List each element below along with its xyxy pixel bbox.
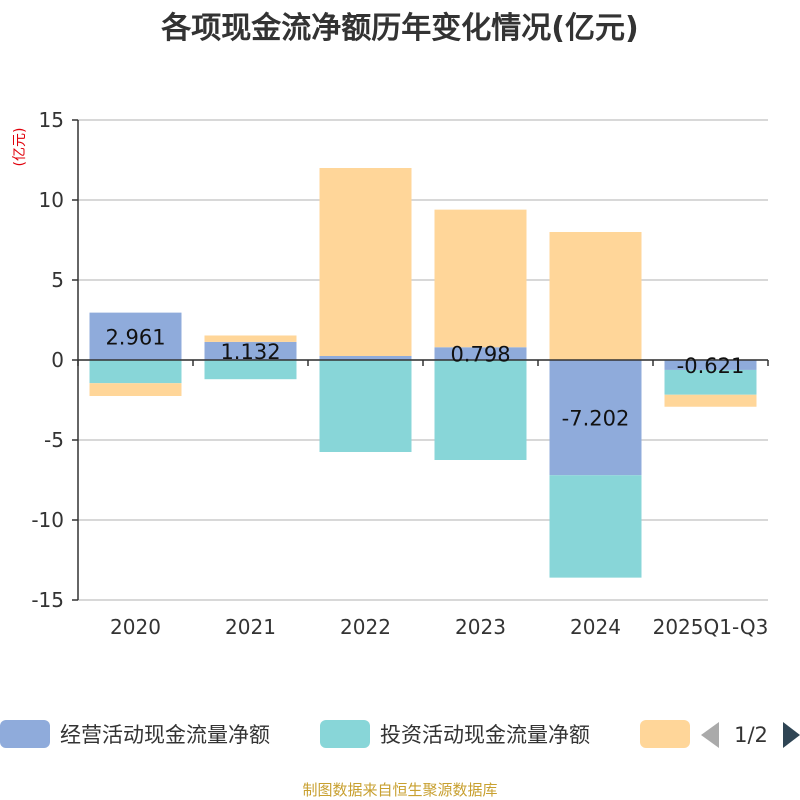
bar-series1-2024 <box>549 475 642 578</box>
y-axis-unit: (亿元) <box>12 128 28 167</box>
bar-series2-2022 <box>319 168 412 356</box>
bar-series2-2025Q1-Q3 <box>664 394 757 407</box>
y-tick-label: -10 <box>31 508 64 532</box>
bar-series2-2020 <box>89 383 182 396</box>
y-tick-label: 0 <box>51 348 64 372</box>
bar-series0-2020 <box>89 312 182 360</box>
data-label: -0.621 <box>677 354 745 378</box>
bar-series0-2024 <box>549 360 642 476</box>
data-labels: 2.961 1.132 0.798 -7.202 -0.621 <box>105 325 744 430</box>
x-tick-label: 2024 <box>570 615 621 639</box>
y-tick-label: 15 <box>39 108 64 132</box>
bar-series0-2023 <box>434 347 527 360</box>
bar-series1-2022 <box>319 360 412 452</box>
y-tick-label: 5 <box>51 268 64 292</box>
y-tick-label: -5 <box>44 428 64 452</box>
legend-label[interactable]: 经营活动现金流量净额 <box>60 723 270 747</box>
legend-page-indicator: 1/2 <box>734 723 768 747</box>
bar-series1-2025Q1-Q3 <box>664 369 757 395</box>
x-tick-label: 2025Q1-Q3 <box>653 615 769 639</box>
footer-source: 制图数据来自恒生聚源数据库 <box>302 781 497 799</box>
data-label: -7.202 <box>562 407 630 431</box>
axes: 15 10 5 0 -5 -10 -15 2020 2021 2022 2023 2024 2025Q1… <box>31 108 769 639</box>
bar-series1-2021 <box>204 360 297 380</box>
x-tick-label: 2020 <box>110 615 161 639</box>
bar-series1-2023 <box>434 360 527 460</box>
data-label: 0.798 <box>450 343 510 367</box>
y-tick-label: 10 <box>39 188 64 212</box>
x-tick-label: 2022 <box>340 615 391 639</box>
y-tick-label: -15 <box>31 588 64 612</box>
legend-swatch[interactable] <box>320 720 370 748</box>
legend-swatch[interactable] <box>640 720 690 748</box>
bars <box>89 168 757 578</box>
legend-prev-page-icon[interactable] <box>701 722 719 748</box>
bar-series0-2025Q1-Q3 <box>664 360 757 370</box>
chart-title: 各项现金流净额历年变化情况(亿元) <box>160 11 638 46</box>
legend-next-page-icon[interactable] <box>783 722 800 748</box>
bar-series2-2021 <box>204 335 297 342</box>
bar-series2-2023 <box>434 209 527 348</box>
data-label: 2.961 <box>105 325 165 349</box>
x-tick-label: 2021 <box>225 615 276 639</box>
x-tick-label: 2023 <box>455 615 506 639</box>
bar-series1-2020 <box>89 360 182 384</box>
data-label: 1.132 <box>220 340 280 364</box>
bar-series2-2024 <box>549 232 642 360</box>
legend-label[interactable]: 投资活动现金流量净额 <box>380 723 590 747</box>
bar-series0-2022 <box>319 356 412 360</box>
legend-swatch[interactable] <box>0 720 50 748</box>
bar-series0-2021 <box>204 341 297 360</box>
legend: 经营活动现金流量净额 投资活动现金流量净额 1/2 <box>0 720 800 748</box>
